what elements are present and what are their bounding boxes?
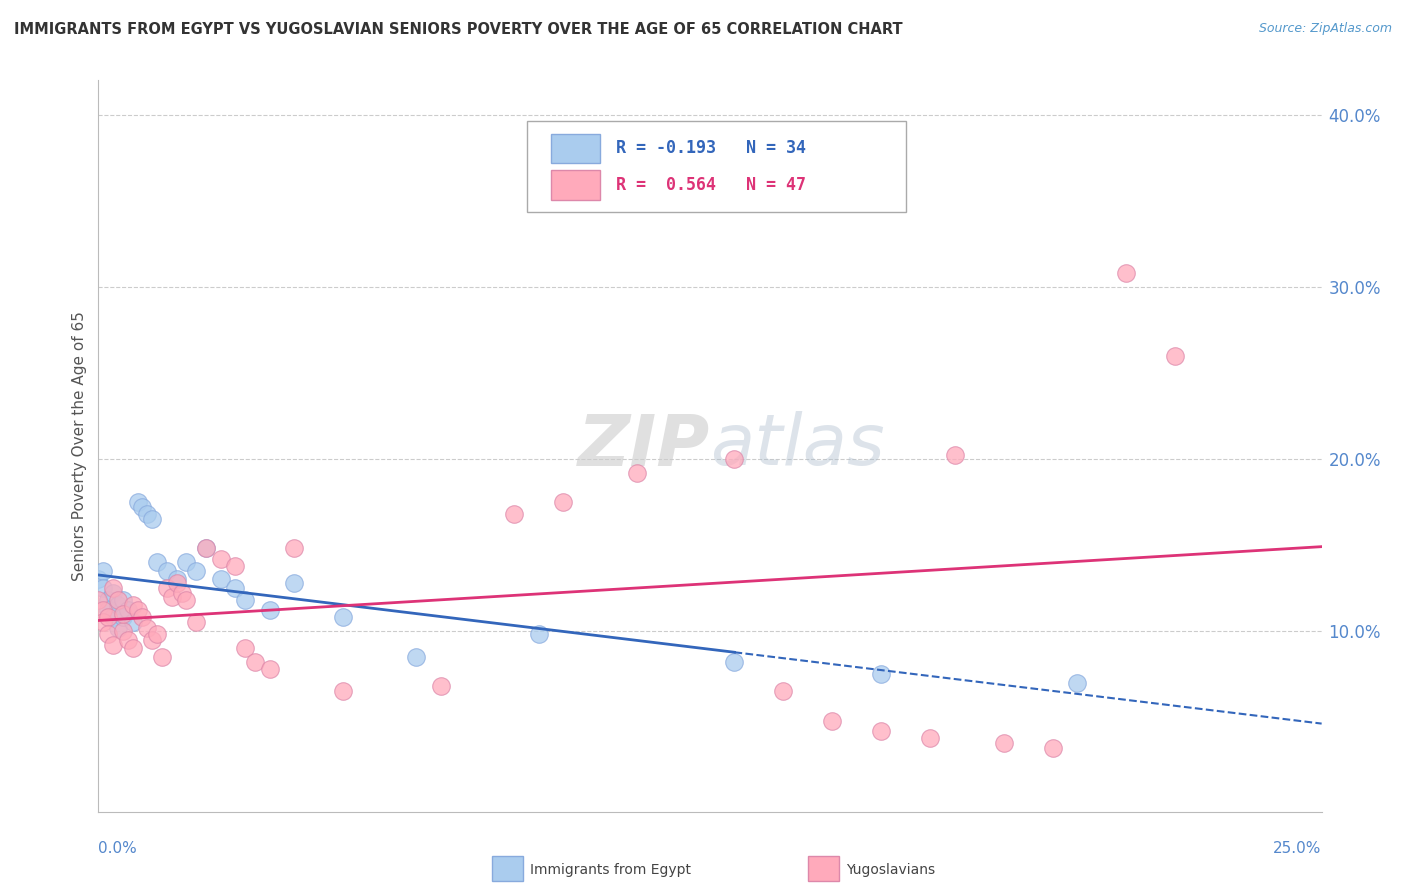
FancyBboxPatch shape (526, 120, 905, 212)
Point (332, 610, 354, 624)
Point (91, 603, 114, 617)
Point (527, 627, 550, 641)
Text: ZIP: ZIP (578, 411, 710, 481)
Point (146, 627, 169, 641)
Point (626, 466, 648, 480)
Point (136, 621, 159, 635)
Text: Source: ZipAtlas.com: Source: ZipAtlas.com (1258, 22, 1392, 36)
Point (150, 649, 173, 664)
Point (821, 714, 844, 728)
Point (723, 655, 745, 669)
Text: atlas: atlas (710, 411, 884, 481)
Text: Immigrants from Egypt: Immigrants from Egypt (530, 863, 692, 877)
Point (107, 621, 129, 635)
Point (160, 590, 183, 604)
Point (870, 667, 893, 681)
Text: Yugoslavians: Yugoslavians (846, 863, 935, 877)
Point (170, 586, 193, 600)
Point (283, 541, 305, 556)
Point (97, 603, 120, 617)
Point (91, 564, 114, 578)
Point (87, 593, 110, 607)
Point (233, 593, 256, 607)
Point (259, 603, 281, 617)
Point (97, 627, 120, 641)
Point (146, 555, 169, 569)
Y-axis label: Seniors Poverty Over the Age of 65: Seniors Poverty Over the Age of 65 (72, 311, 87, 581)
Point (166, 573, 188, 587)
Point (111, 593, 134, 607)
Point (97, 610, 120, 624)
Text: R = -0.193   N = 34: R = -0.193 N = 34 (616, 139, 806, 157)
Point (101, 638, 124, 652)
Point (121, 598, 143, 612)
Point (156, 581, 179, 595)
Text: 0.0%: 0.0% (98, 841, 138, 856)
Point (772, 684, 794, 698)
Point (993, 736, 1015, 750)
Point (101, 610, 124, 624)
Point (141, 632, 163, 647)
Point (97, 593, 120, 607)
Point (503, 507, 526, 521)
Point (332, 684, 354, 698)
Point (553, 495, 575, 509)
Point (121, 641, 143, 656)
Point (91, 615, 114, 630)
Point (195, 541, 218, 556)
Point (224, 558, 246, 573)
Point (127, 495, 149, 509)
Point (111, 610, 134, 624)
Point (283, 575, 305, 590)
Point (101, 581, 124, 595)
Point (1164, 349, 1187, 363)
Point (920, 731, 942, 745)
Point (111, 624, 134, 638)
Point (111, 607, 134, 621)
Point (1042, 741, 1064, 756)
Point (121, 615, 143, 630)
Point (405, 649, 427, 664)
Point (117, 603, 139, 617)
Point (243, 655, 266, 669)
Point (141, 512, 163, 526)
Text: R =  0.564   N = 47: R = 0.564 N = 47 (616, 176, 806, 194)
Point (136, 507, 159, 521)
Point (131, 610, 153, 624)
Point (186, 564, 208, 578)
Point (186, 615, 208, 630)
Point (209, 573, 232, 587)
Point (195, 541, 218, 556)
Point (209, 551, 232, 566)
Point (87, 573, 110, 587)
Point (259, 662, 281, 676)
Point (176, 555, 198, 569)
Point (107, 593, 129, 607)
Point (91, 581, 114, 595)
Point (723, 451, 745, 466)
Point (107, 598, 129, 612)
Point (131, 500, 153, 514)
Point (156, 564, 179, 578)
Point (1066, 675, 1088, 690)
FancyBboxPatch shape (551, 170, 600, 200)
Point (117, 632, 139, 647)
Point (870, 723, 893, 738)
Point (430, 679, 453, 693)
Text: 25.0%: 25.0% (1274, 841, 1322, 856)
FancyBboxPatch shape (551, 134, 600, 163)
Point (166, 575, 188, 590)
Point (943, 449, 966, 463)
Text: IMMIGRANTS FROM EGYPT VS YUGOSLAVIAN SENIORS POVERTY OVER THE AGE OF 65 CORRELAT: IMMIGRANTS FROM EGYPT VS YUGOSLAVIAN SEN… (14, 22, 903, 37)
Point (176, 593, 198, 607)
Point (233, 641, 256, 656)
Point (224, 581, 246, 595)
Point (101, 586, 124, 600)
Point (127, 603, 149, 617)
Point (1115, 266, 1137, 280)
